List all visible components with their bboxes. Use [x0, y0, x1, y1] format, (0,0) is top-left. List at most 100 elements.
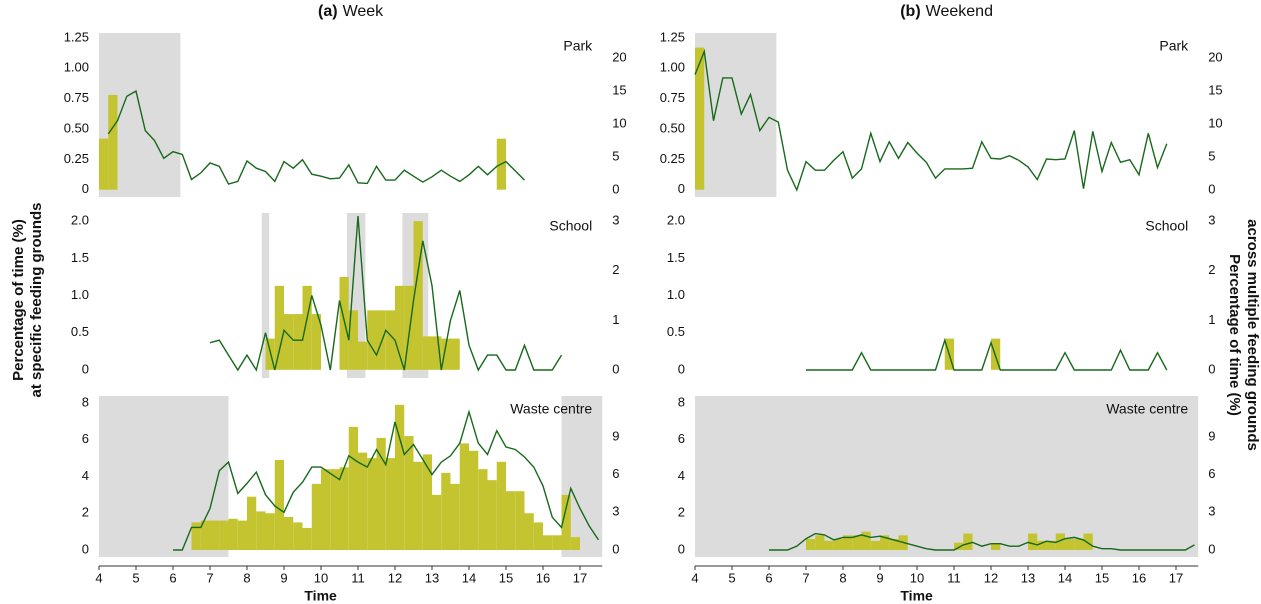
bar	[552, 535, 562, 551]
y-tick-label: 2	[82, 505, 89, 520]
x-axis-label: Time	[900, 588, 933, 604]
bar	[815, 535, 825, 551]
x-tick-label: 17	[1169, 570, 1183, 585]
bar	[889, 538, 899, 551]
y2-tick-label: 1	[1208, 312, 1215, 327]
x-tick-label: 14	[462, 570, 476, 585]
x-tick-label: 5	[728, 570, 735, 585]
bar	[200, 520, 210, 551]
x-tick-label: 14	[1058, 570, 1072, 585]
y-axis-label: at specific feeding grounds	[28, 202, 45, 397]
bar	[376, 437, 386, 551]
bar	[385, 458, 395, 551]
y-tick-label: 6	[82, 431, 89, 446]
y2-tick-label: 0	[1208, 541, 1215, 556]
x-tick-label: 6	[169, 570, 176, 585]
bar	[237, 520, 247, 551]
y-tick-label: 0	[678, 181, 685, 196]
bar	[99, 138, 109, 190]
bar	[265, 513, 275, 551]
x-tick-label: 10	[910, 570, 924, 585]
x-tick-label: 13	[425, 570, 439, 585]
bar	[806, 538, 816, 551]
line	[769, 532, 1195, 551]
bar	[954, 542, 964, 551]
bar	[339, 467, 349, 551]
y2-tick-label: 0	[612, 181, 619, 196]
bar	[852, 535, 862, 551]
y-tick-label: 8	[82, 394, 89, 409]
bar	[284, 314, 294, 370]
x-tick-label: 11	[947, 570, 961, 585]
bar	[991, 543, 1001, 551]
bar	[302, 527, 312, 551]
panel-label: Park	[1159, 38, 1189, 54]
x-axis-label: Time	[304, 588, 337, 604]
y-tick-label: 6	[678, 431, 685, 446]
bar	[219, 520, 229, 551]
line	[173, 409, 600, 551]
bar	[330, 469, 340, 551]
bar	[432, 336, 442, 370]
bar	[543, 535, 553, 551]
bar	[422, 336, 432, 370]
bar	[367, 310, 377, 370]
bar	[385, 310, 395, 370]
y-tick-label: 0.50	[660, 120, 685, 135]
y-tick-label: 1.00	[660, 60, 685, 75]
y-axis-label: Percentage of time (%)	[10, 219, 27, 381]
bar	[293, 314, 303, 370]
y-tick-label: 4	[82, 468, 89, 483]
bar	[284, 516, 294, 551]
bar	[311, 483, 321, 551]
panel-letter: (b)	[900, 3, 920, 20]
bar	[367, 458, 377, 551]
y2-tick-label: 3	[612, 504, 619, 519]
y2-tick-label: 1	[612, 312, 619, 327]
y-tick-label: 0.50	[64, 120, 89, 135]
bar	[515, 491, 525, 551]
y-tick-label: 1.0	[71, 287, 89, 302]
bar	[108, 94, 118, 190]
y-tick-label: 2.0	[667, 213, 685, 228]
panel-title-text: Weekend	[926, 3, 993, 20]
bar	[274, 285, 284, 370]
bar	[358, 452, 368, 551]
y2-tick-label: 6	[1208, 466, 1215, 481]
bar	[843, 535, 853, 551]
bar	[413, 461, 423, 551]
y2-tick-label: 2	[1208, 262, 1215, 277]
line	[107, 90, 525, 185]
bar	[861, 531, 871, 551]
y2-tick-label: 0	[1208, 181, 1215, 196]
panel-label: Park	[563, 38, 593, 54]
panel-title: (a) Week	[318, 3, 384, 20]
bar	[695, 47, 705, 190]
shaded-span	[695, 33, 777, 197]
bar	[1037, 540, 1047, 551]
y2-axis-label: across multiple feeding grounds	[1244, 219, 1261, 451]
bar	[348, 426, 358, 551]
line	[209, 215, 563, 372]
bar	[348, 310, 358, 370]
y-tick-label: 0	[82, 361, 89, 376]
bar	[265, 338, 275, 370]
x-tick-label: 6	[765, 570, 772, 585]
y2-tick-label: 5	[1208, 148, 1215, 163]
bar	[450, 483, 460, 551]
bar	[1046, 540, 1056, 551]
y2-tick-label: 20	[1208, 50, 1222, 65]
x-tick-label: 4	[691, 570, 698, 585]
y-tick-label: 0.25	[64, 151, 89, 166]
bar	[459, 443, 469, 551]
bar	[376, 310, 386, 370]
bar	[432, 494, 442, 551]
bar	[210, 520, 220, 551]
x-tick-label: 12	[984, 570, 998, 585]
bar	[395, 404, 405, 551]
bar	[302, 285, 312, 370]
bar	[339, 276, 349, 370]
x-tick-label: 4	[95, 570, 102, 585]
bar	[1055, 533, 1065, 551]
line	[806, 337, 1168, 371]
